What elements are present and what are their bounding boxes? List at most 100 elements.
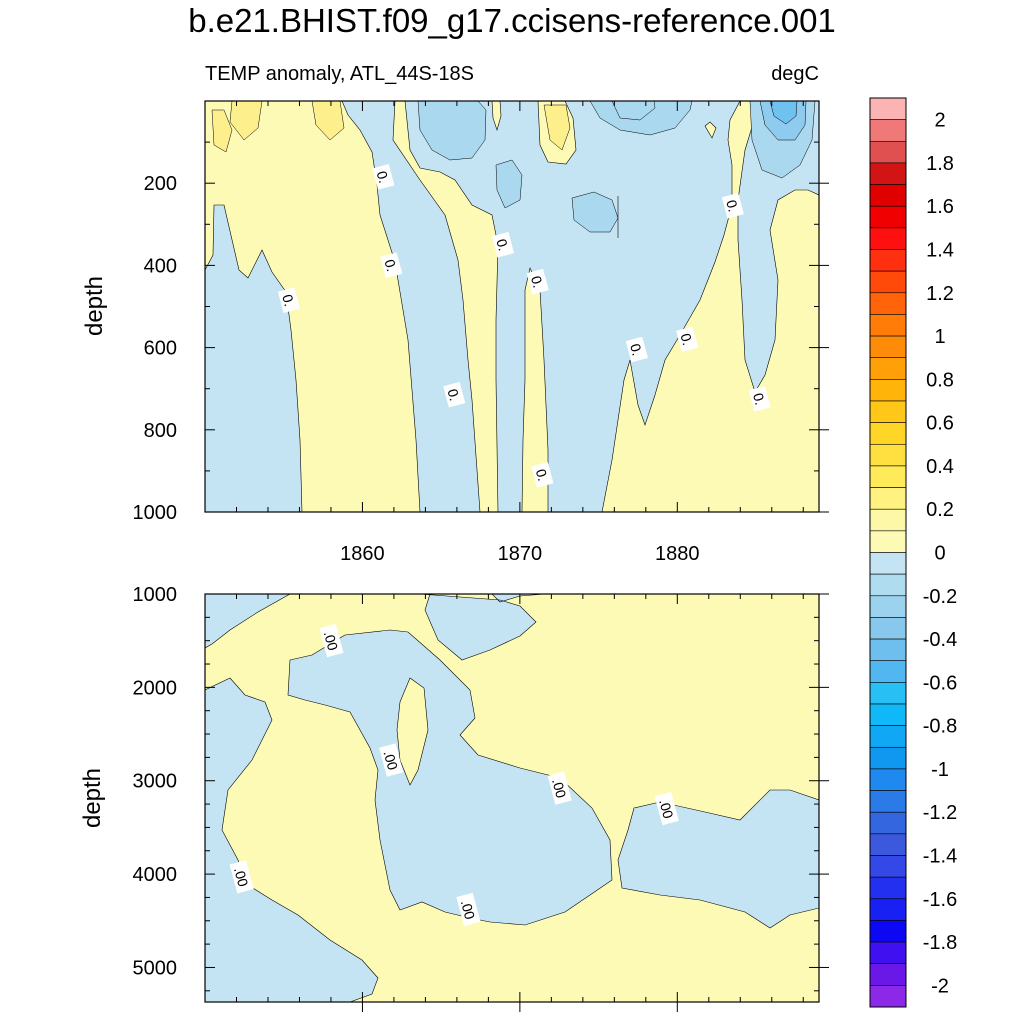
colorbar-swatch bbox=[869, 205, 907, 229]
colorbar-label: 0.4 bbox=[926, 456, 954, 478]
colorbar-swatch bbox=[869, 746, 907, 770]
colorbar-swatch bbox=[869, 357, 907, 380]
colorbar-label: -2 bbox=[931, 975, 949, 997]
colorbar-swatch bbox=[869, 573, 907, 597]
contour-label-text: 0. bbox=[723, 198, 741, 213]
colorbar-label: 0.8 bbox=[926, 369, 954, 391]
contour-label-box bbox=[531, 462, 554, 488]
colorbar-swatch bbox=[869, 725, 907, 748]
colorbar-label: -0.6 bbox=[923, 672, 957, 694]
x-tick-label: 1880 bbox=[655, 543, 700, 565]
contour-label: .00 bbox=[319, 623, 344, 658]
bottom-y-axis: 1000 2000 3000 4000 5000 bbox=[133, 584, 829, 992]
colorbar-label: 1.2 bbox=[926, 283, 954, 305]
colorbar-label: -0.2 bbox=[923, 586, 957, 608]
colorbar-swatch bbox=[869, 184, 907, 207]
top-negative-patch-7 bbox=[769, 101, 798, 125]
top-positive-patch-2 bbox=[311, 101, 345, 141]
contour-label: 0. bbox=[531, 462, 554, 488]
colorbar-label: 1.4 bbox=[926, 240, 954, 262]
colorbar-label: 0.2 bbox=[926, 499, 954, 521]
contour-label-box bbox=[319, 623, 344, 658]
top-panel: TEMP anomaly, ATL_44S-18S degC bbox=[81, 63, 829, 565]
contour-label-text: 0. bbox=[678, 332, 696, 347]
colorbar-swatch bbox=[869, 552, 907, 575]
contour-label-text: .00 bbox=[381, 749, 402, 772]
colorbar-swatch bbox=[869, 920, 907, 943]
bottom-panel: 1000 2000 3000 4000 5000 .00 .00 .00 .00 .00.00 … bbox=[79, 584, 829, 1012]
contour-label-box bbox=[372, 164, 395, 190]
contour-label-box bbox=[229, 860, 254, 894]
contour-label: 0. bbox=[277, 287, 300, 314]
contour-label: 0. bbox=[372, 164, 395, 190]
contour-label-text: .00 bbox=[231, 865, 252, 888]
colorbar-swatch bbox=[869, 941, 907, 965]
contour-label: 0. bbox=[721, 192, 744, 219]
colorbar-label: -0.8 bbox=[923, 716, 957, 738]
contour-label-box bbox=[491, 231, 515, 258]
bottom-x-axis bbox=[235, 594, 804, 1012]
y-tick-label: 800 bbox=[144, 420, 177, 442]
colorbar-swatch bbox=[869, 833, 907, 856]
top-contour-labels: 0. 0. 0. 0. 0. 0. 0. 0. 0. 0. 0. bbox=[277, 164, 771, 488]
bottom-plot-frame bbox=[204, 593, 820, 1003]
colorbar-label: -1.4 bbox=[923, 846, 957, 868]
contour-label-box bbox=[748, 386, 771, 412]
colorbar-label: 1.6 bbox=[926, 196, 954, 218]
contour-label-text: 0. bbox=[279, 293, 297, 308]
colorbar-swatch bbox=[869, 508, 907, 532]
contour-label-box bbox=[676, 326, 699, 353]
colorbar-swatch bbox=[869, 660, 907, 683]
top-x-axis: 1860 1870 1880 bbox=[235, 101, 804, 565]
x-tick-label: 1870 bbox=[498, 543, 543, 565]
y-tick-label: 2000 bbox=[133, 677, 178, 699]
top-right-label: degC bbox=[771, 63, 819, 85]
top-negative-region-mid bbox=[341, 101, 481, 512]
top-negative-region-left bbox=[205, 204, 303, 512]
colorbar-swatch bbox=[869, 790, 907, 813]
colorbar-swatch bbox=[869, 985, 907, 1008]
contour-label-text: .00 bbox=[549, 777, 570, 800]
contour-label-box bbox=[443, 381, 466, 408]
bottom-y-axis-title: depth bbox=[79, 768, 106, 828]
bottom-contour-labels: .00 .00 .00 .00 .00 .00 bbox=[229, 623, 679, 927]
colorbar-swatch bbox=[869, 855, 907, 878]
top-negative-patch-3 bbox=[495, 159, 523, 209]
colorbar-swatch bbox=[869, 768, 907, 791]
y-tick-label: 5000 bbox=[133, 957, 178, 979]
colorbar-label: 1 bbox=[934, 326, 945, 348]
x-tick-label: 1860 bbox=[340, 543, 385, 565]
colorbar-swatch bbox=[869, 140, 907, 164]
colorbar-swatch bbox=[869, 703, 907, 726]
colorbar-swatch bbox=[869, 595, 907, 618]
contour-label-text: .00 bbox=[458, 898, 479, 921]
colorbar-label: 0.6 bbox=[926, 413, 954, 435]
colorbar-label: 2 bbox=[934, 110, 945, 132]
colorbar-swatch bbox=[869, 811, 907, 835]
bottom-negative-region-right bbox=[617, 789, 819, 929]
contour-label-text: 0. bbox=[533, 467, 551, 482]
top-left-label: TEMP anomaly, ATL_44S-18S bbox=[205, 63, 474, 85]
colorbar-swatch bbox=[869, 335, 907, 359]
colorbar-swatch bbox=[869, 249, 907, 272]
y-tick-label: 600 bbox=[144, 338, 177, 360]
bottom-negative-region-topleft bbox=[205, 594, 291, 649]
contour-label: .00 bbox=[547, 771, 572, 805]
top-positive-patch-4 bbox=[211, 109, 233, 153]
contour-label-box bbox=[380, 252, 403, 279]
contour-label: 0. bbox=[625, 336, 648, 363]
colorbar-swatch bbox=[869, 379, 907, 402]
page-title: b.e21.BHIST.f09_g17.ccisens-reference.00… bbox=[188, 2, 836, 39]
colorbar-label: -1 bbox=[931, 759, 949, 781]
colorbar-swatch bbox=[869, 465, 907, 488]
colorbar-swatch bbox=[869, 119, 907, 142]
contour-label-text: 0. bbox=[445, 387, 463, 402]
contour-label-box bbox=[456, 892, 481, 927]
y-tick-label: 400 bbox=[144, 255, 177, 277]
contour-label-box bbox=[625, 336, 648, 363]
contour-label-text: 0. bbox=[750, 391, 768, 406]
contour-label-text: 0. bbox=[493, 237, 511, 252]
y-tick-label: 1000 bbox=[133, 584, 178, 606]
contour-label-text: .00 bbox=[321, 629, 342, 652]
colorbar-swatch bbox=[869, 227, 907, 250]
